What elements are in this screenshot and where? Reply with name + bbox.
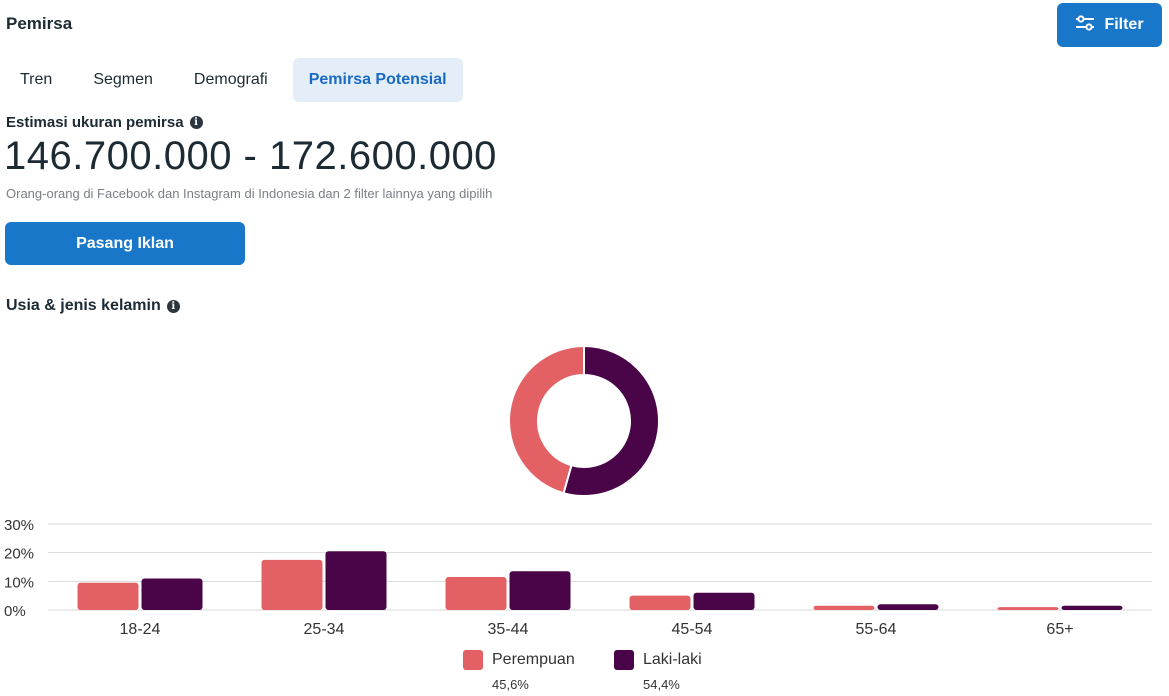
info-icon[interactable]: i bbox=[189, 116, 203, 129]
male-swatch bbox=[614, 650, 634, 670]
filter-button[interactable]: Filter bbox=[1057, 3, 1162, 47]
bar-female-45-54[interactable] bbox=[629, 595, 691, 610]
y-tick-label: 0% bbox=[4, 603, 26, 620]
y-tick-label: 20% bbox=[4, 546, 34, 563]
bar-female-35-44[interactable] bbox=[445, 577, 507, 610]
legend-percentage: 54,4% bbox=[643, 677, 680, 692]
estimate-label-row: Estimasi ukuran pemirsa i bbox=[6, 114, 203, 131]
tab-bar: Tren Segmen Demografi Pemirsa Potensial bbox=[4, 58, 472, 102]
place-ad-button[interactable]: Pasang Iklan bbox=[5, 222, 245, 265]
estimate-label: Estimasi ukuran pemirsa bbox=[6, 114, 184, 131]
bar-female-25-34[interactable] bbox=[261, 559, 323, 610]
age-gender-bar-chart: 0% 10% 20% 30% 18-24 25-34 35-44 45-54 55-64 65+ bbox=[4, 517, 1152, 638]
legend-item-female: Perempuan 45,6% bbox=[463, 650, 575, 692]
bar-female-65+[interactable] bbox=[997, 607, 1059, 610]
legend-percentage: 45,6% bbox=[492, 677, 529, 692]
donut-slice-male bbox=[562, 344, 660, 497]
filter-label: Filter bbox=[1104, 16, 1144, 33]
tab-segmen[interactable]: Segmen bbox=[93, 71, 153, 88]
x-tick-label: 18-24 bbox=[120, 621, 161, 638]
bar-female-18-24[interactable] bbox=[77, 582, 139, 610]
gender-donut-chart bbox=[508, 344, 660, 497]
x-tick-label: 45-54 bbox=[672, 621, 713, 638]
bar-male-18-24[interactable] bbox=[141, 578, 203, 610]
tab-tren[interactable]: Tren bbox=[20, 71, 53, 88]
audience-size-range: 146.700.000 - 172.600.000 bbox=[4, 134, 497, 178]
bar-male-65+[interactable] bbox=[1061, 605, 1123, 610]
page-title: Pemirsa bbox=[6, 14, 73, 33]
section-title-row: Usia & jenis kelamin i bbox=[6, 297, 180, 315]
bar-female-55-64[interactable] bbox=[813, 605, 875, 610]
x-tick-label: 55-64 bbox=[856, 621, 897, 638]
bar-male-45-54[interactable] bbox=[693, 592, 755, 610]
x-tick-label: 65+ bbox=[1046, 621, 1073, 638]
tab-pemirsa-potensial[interactable]: Pemirsa Potensial bbox=[292, 58, 463, 102]
donut-slice-female bbox=[508, 344, 585, 495]
sliders-icon bbox=[1075, 14, 1095, 36]
bar-male-55-64[interactable] bbox=[877, 604, 939, 610]
x-tick-label: 35-44 bbox=[488, 621, 529, 638]
bar-male-35-44[interactable] bbox=[509, 571, 571, 610]
info-icon[interactable]: i bbox=[166, 299, 180, 313]
audience-description: Orang-orang di Facebook dan Instagram di… bbox=[6, 186, 493, 201]
female-swatch bbox=[463, 650, 483, 670]
x-tick-label: 25-34 bbox=[304, 621, 345, 638]
legend-label: Laki-laki bbox=[643, 651, 702, 668]
section-title: Usia & jenis kelamin bbox=[6, 297, 161, 314]
y-tick-label: 10% bbox=[4, 574, 34, 591]
legend-item-male: Laki-laki 54,4% bbox=[614, 650, 702, 692]
bar-male-25-34[interactable] bbox=[325, 551, 387, 610]
y-tick-label: 30% bbox=[4, 517, 34, 534]
tab-demografi[interactable]: Demografi bbox=[193, 71, 268, 88]
legend-label: Perempuan bbox=[492, 651, 575, 668]
